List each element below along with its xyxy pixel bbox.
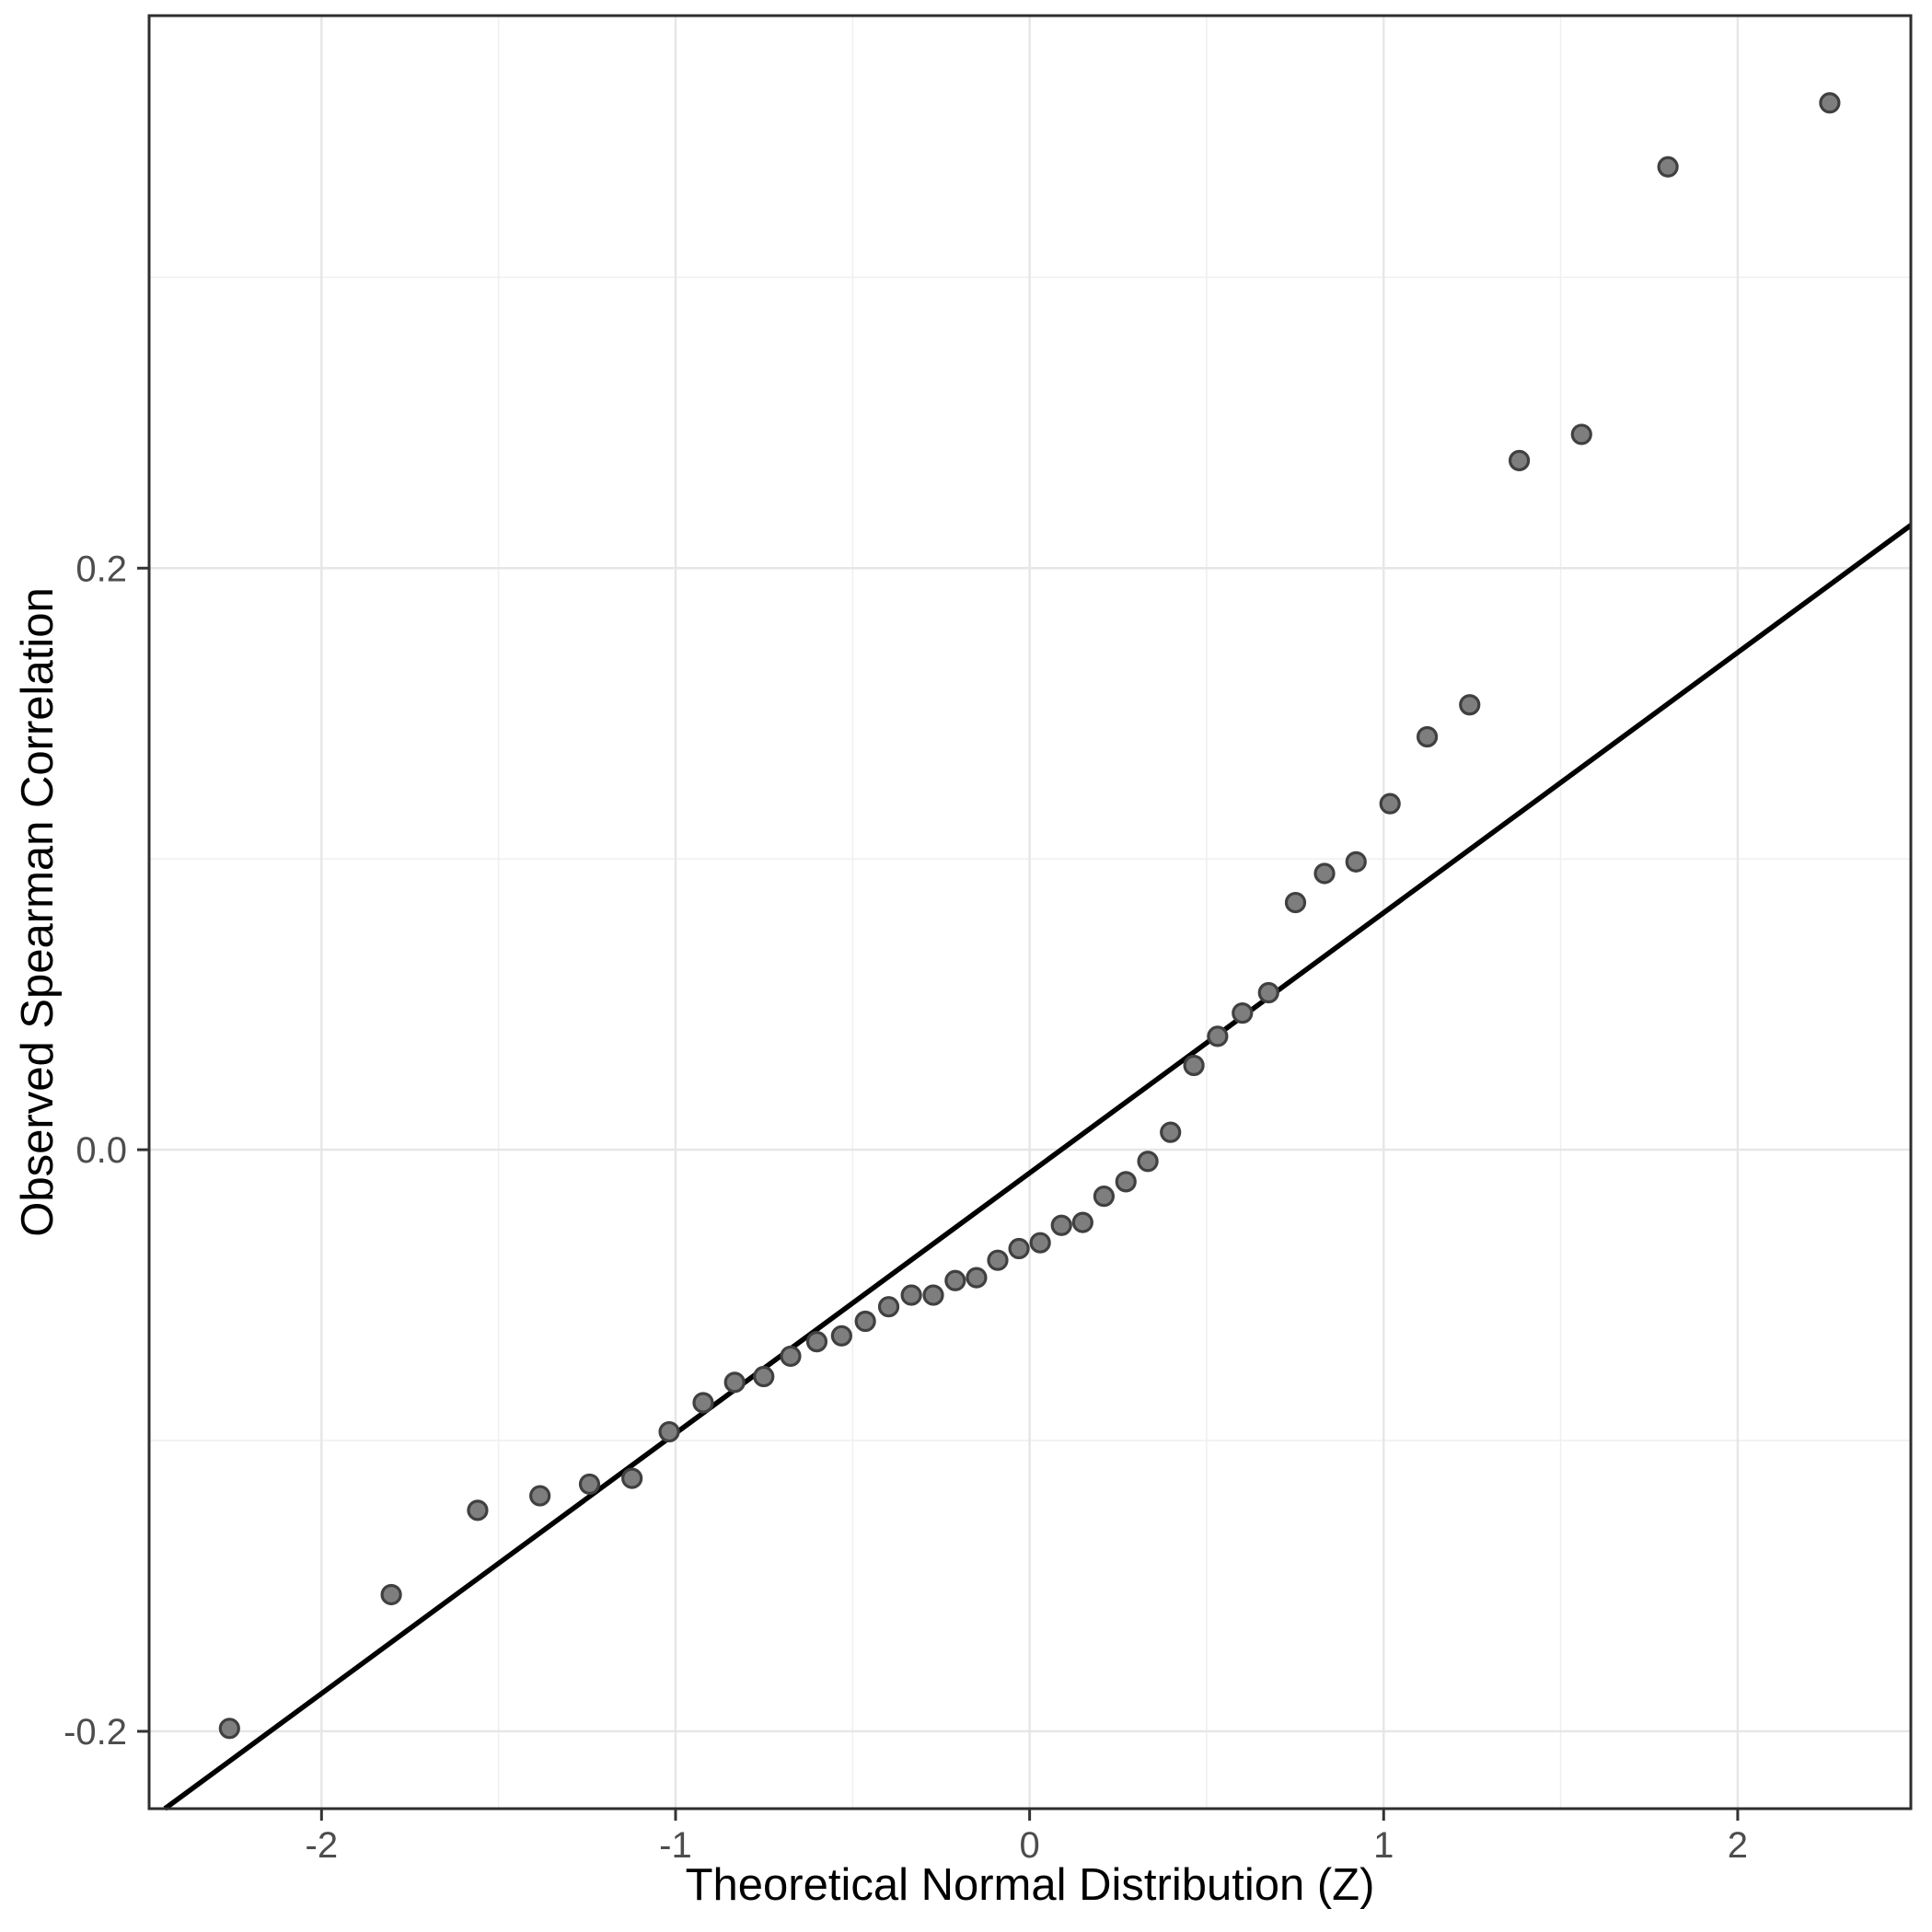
- data-point: [621, 1467, 643, 1489]
- data-point: [900, 1284, 922, 1306]
- y-axis-title: Observed Spearman Correlation: [13, 587, 63, 1236]
- data-point: [218, 1718, 240, 1740]
- x-tick-labels: -2 -1 0 1 2: [306, 1825, 1748, 1866]
- data-point: [922, 1284, 944, 1306]
- data-point: [1416, 725, 1439, 748]
- data-point: [1093, 1186, 1115, 1208]
- gridlines-major: [149, 16, 1911, 1809]
- data-point: [944, 1269, 966, 1291]
- data-point: [780, 1345, 802, 1368]
- data-point: [529, 1485, 551, 1507]
- x-tick-label: 2: [1728, 1825, 1748, 1866]
- data-point: [380, 1583, 402, 1606]
- data-point: [854, 1310, 876, 1333]
- data-point: [658, 1420, 680, 1443]
- data-point: [1508, 449, 1531, 471]
- data-point: [877, 1296, 900, 1318]
- data-points-group: [218, 92, 1841, 1740]
- y-tick-label: 0.2: [75, 549, 127, 589]
- data-point: [1160, 1121, 1182, 1143]
- y-tick-label: -0.2: [64, 1712, 127, 1753]
- data-point: [1232, 1002, 1254, 1024]
- x-tick-label: -1: [659, 1825, 692, 1866]
- data-point: [1379, 792, 1401, 815]
- data-point: [966, 1267, 988, 1289]
- x-tick-label: 0: [1019, 1825, 1039, 1866]
- data-point: [1345, 850, 1367, 873]
- data-point: [1115, 1171, 1137, 1193]
- reference-line-group: [163, 523, 1913, 1811]
- data-point: [467, 1499, 489, 1521]
- data-point: [1313, 862, 1336, 885]
- data-point: [1819, 92, 1841, 114]
- data-point: [1284, 891, 1307, 914]
- x-axis-title: Theoretical Normal Distribution (Z): [686, 1860, 1375, 1910]
- data-point: [1183, 1054, 1205, 1077]
- data-point: [1137, 1151, 1159, 1173]
- x-tick-label: -2: [306, 1825, 339, 1866]
- axis-ticks: [137, 566, 1740, 1821]
- data-point: [1257, 981, 1279, 1004]
- x-tick-label: 1: [1373, 1825, 1394, 1866]
- qq-fit-line: [163, 523, 1913, 1811]
- data-point: [1657, 156, 1679, 178]
- data-point: [1008, 1237, 1030, 1260]
- data-point: [987, 1249, 1009, 1271]
- y-tick-label: 0.0: [75, 1130, 127, 1171]
- data-point: [1029, 1232, 1051, 1254]
- data-point: [753, 1365, 775, 1388]
- data-point: [578, 1473, 601, 1496]
- data-point: [1570, 423, 1592, 445]
- data-point: [805, 1331, 828, 1353]
- data-point: [1071, 1211, 1093, 1233]
- data-point: [1207, 1025, 1229, 1047]
- data-point: [723, 1371, 746, 1394]
- data-point: [1459, 694, 1481, 716]
- data-point: [830, 1325, 852, 1347]
- data-point: [1050, 1214, 1072, 1236]
- data-point: [692, 1392, 714, 1414]
- y-tick-labels: -0.2 0.0 0.2: [64, 549, 127, 1753]
